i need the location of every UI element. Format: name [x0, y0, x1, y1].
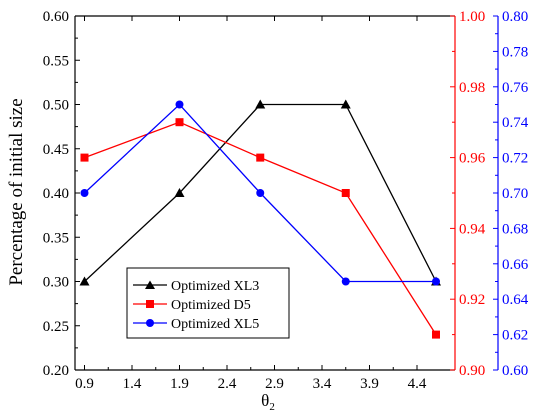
x-tick-label: 3.4 — [313, 376, 332, 392]
data-point-optimized-d5 — [175, 118, 184, 127]
left-y-tick-label: 0.30 — [43, 275, 69, 291]
legend-triangle-marker — [145, 280, 155, 289]
right-y-d5-tick-label: 0.94 — [459, 221, 486, 237]
right-y-xl5-tick-label: 0.64 — [502, 292, 529, 308]
data-point-optimized-xl3 — [255, 99, 266, 109]
right-y-xl5-tick-label: 0.76 — [502, 80, 529, 96]
left-y-tick-label: 0.20 — [43, 363, 69, 379]
data-point-optimized-xl3 — [174, 188, 185, 197]
right-y-xl5-tick-label: 0.78 — [502, 44, 528, 60]
x-tick-label: 1.4 — [123, 376, 142, 392]
x-tick-label: 2.9 — [265, 376, 284, 392]
legend-square-marker — [146, 300, 154, 308]
left-y-tick-label: 0.45 — [43, 142, 69, 158]
data-point-optimized-xl5 — [432, 277, 440, 286]
x-axis-title-subscript: 2 — [269, 401, 275, 413]
right-y-xl5-tick-label: 0.62 — [502, 328, 528, 344]
x-tick-label: 4.4 — [408, 376, 427, 392]
data-point-optimized-d5 — [256, 153, 265, 162]
left-y-tick-label: 0.40 — [43, 186, 69, 202]
legend-circle-marker — [146, 319, 154, 327]
right-y-d5-tick-label: 0.92 — [459, 292, 485, 308]
y-axis-title: Percentage of initial size — [6, 98, 27, 285]
x-axis-title: θ2 — [261, 391, 275, 413]
left-y-tick-label: 0.60 — [43, 9, 69, 25]
left-y-tick-label: 0.50 — [43, 98, 69, 114]
left-y-tick-label: 0.25 — [43, 319, 69, 335]
right-y-xl5-tick-label: 0.80 — [502, 9, 528, 25]
data-point-optimized-xl5 — [175, 100, 184, 109]
data-point-optimized-xl3 — [340, 99, 351, 109]
right-y-xl5-tick-label: 0.74 — [502, 115, 529, 131]
right-y-d5-tick-label: 1.00 — [459, 9, 485, 25]
data-point-optimized-d5 — [341, 189, 350, 197]
x-tick-label: 0.9 — [75, 376, 94, 392]
right-y-d5-tick-label: 0.90 — [459, 363, 485, 379]
axes: 0.9 1.4 1.9 2.4 2.9 3.4 3.9 4.4 0.20 0.25 0.30 0.35… — [43, 9, 529, 392]
legend-entry-xl3: Optimized XL3 — [133, 279, 259, 294]
right-y-xl5-tick-label: 0.68 — [502, 221, 528, 237]
data-point-optimized-xl5 — [341, 277, 350, 286]
data-point-optimized-xl3 — [79, 276, 90, 286]
left-y-tick-label: 0.55 — [43, 53, 69, 69]
right-y-d5-tick-label: 0.98 — [459, 80, 485, 96]
legend-label-xl5: Optimized XL5 — [171, 317, 259, 332]
right-y-xl5-tick-label: 0.66 — [502, 257, 529, 273]
right-y-xl5-tick-label: 0.60 — [502, 363, 528, 379]
left-y-tick-label: 0.35 — [43, 230, 69, 246]
right-y-xl5-tick-label: 0.72 — [502, 151, 528, 167]
series — [79, 99, 441, 339]
legend: Optimized XL3 Optimized D5 Optimized XL5 — [126, 267, 290, 339]
legend-label-d5: Optimized D5 — [171, 298, 251, 313]
legend-label-xl3: Optimized XL3 — [171, 279, 259, 294]
data-point-optimized-d5 — [432, 330, 440, 339]
x-tick-label: 3.9 — [360, 376, 379, 392]
data-point-optimized-xl5 — [256, 189, 265, 197]
right-y-xl5-tick-label: 0.70 — [502, 186, 528, 202]
x-tick-label: 2.4 — [218, 376, 237, 392]
right-y-d5-tick-label: 0.96 — [459, 151, 486, 167]
x-tick-label: 1.9 — [170, 376, 189, 392]
legend-entry-d5: Optimized D5 — [133, 298, 251, 313]
data-point-optimized-d5 — [80, 153, 89, 162]
legend-entry-xl5: Optimized XL5 — [133, 317, 259, 332]
x-axis-title-symbol: θ — [261, 391, 269, 410]
data-point-optimized-xl5 — [80, 189, 89, 197]
